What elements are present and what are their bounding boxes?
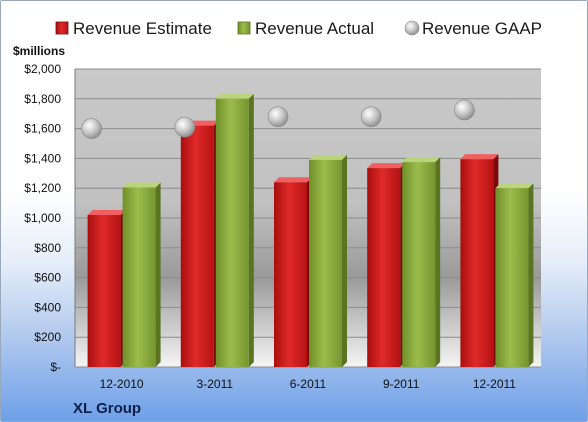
x-tick-label: 3-2011 [197, 377, 234, 391]
y-tick-label: $1,600 [24, 122, 61, 136]
legend-gaap-swatch [404, 20, 420, 36]
legend-label: Revenue Actual [255, 19, 374, 38]
gaap-points [81, 99, 475, 139]
revenue-gaap-point [267, 106, 289, 127]
company-name: XL Group [73, 400, 141, 417]
revenue-actual-bar [402, 157, 441, 367]
y-tick-label: $200 [34, 330, 61, 344]
legend-label: Revenue GAAP [422, 19, 542, 38]
y-tick-label: $- [50, 360, 61, 374]
legend-actual-swatch [237, 21, 251, 35]
revenue-gaap-point [454, 99, 475, 121]
revenue-estimate-bar [180, 120, 219, 368]
legend-label: Revenue Estimate [73, 19, 212, 38]
y-tick-label: $800 [34, 241, 61, 255]
revenue-actual-bar [309, 154, 347, 367]
revenue-gaap-point [360, 106, 382, 127]
revenue-estimate-bar [367, 163, 406, 367]
y-tick-label: $600 [34, 271, 61, 285]
legend-estimate-swatch [55, 21, 69, 35]
x-axis-ticks: 12-2010 3-2011 6-2011 9-2011 12-2011 [100, 377, 517, 391]
revenue-gaap-point [81, 118, 102, 139]
revenue-estimate-bar [87, 210, 126, 367]
y-tick-label: $1,000 [24, 211, 61, 225]
revenue-actual-bar [122, 182, 161, 367]
y-tick-label: $400 [34, 300, 61, 314]
revenue-actual-bar [495, 183, 534, 367]
y-axis-unit-label: $millions [13, 44, 65, 58]
legend: Revenue Estimate Revenue Actual Revenue GA… [55, 19, 542, 38]
revenue-estimate-bar [460, 154, 499, 367]
y-tick-label: $2,000 [24, 62, 61, 76]
x-tick-label: 9-2011 [383, 377, 420, 391]
y-tick-label: $1,400 [24, 151, 61, 165]
x-tick-label: 12-2010 [100, 377, 144, 391]
revenue-estimate-bar [274, 177, 312, 367]
x-tick-label: 6-2011 [290, 377, 327, 391]
bars [87, 93, 534, 368]
y-axis-ticks: $- $200 $400 $600 $800 $1,000 $1,200 $1,400 $1,6… [24, 62, 61, 374]
revenue-actual-bar [215, 93, 254, 368]
revenue-gaap-point [174, 116, 196, 138]
y-tick-label: $1,200 [24, 181, 61, 195]
x-tick-label: 12-2011 [473, 377, 516, 391]
y-tick-label: $1,800 [24, 92, 61, 106]
